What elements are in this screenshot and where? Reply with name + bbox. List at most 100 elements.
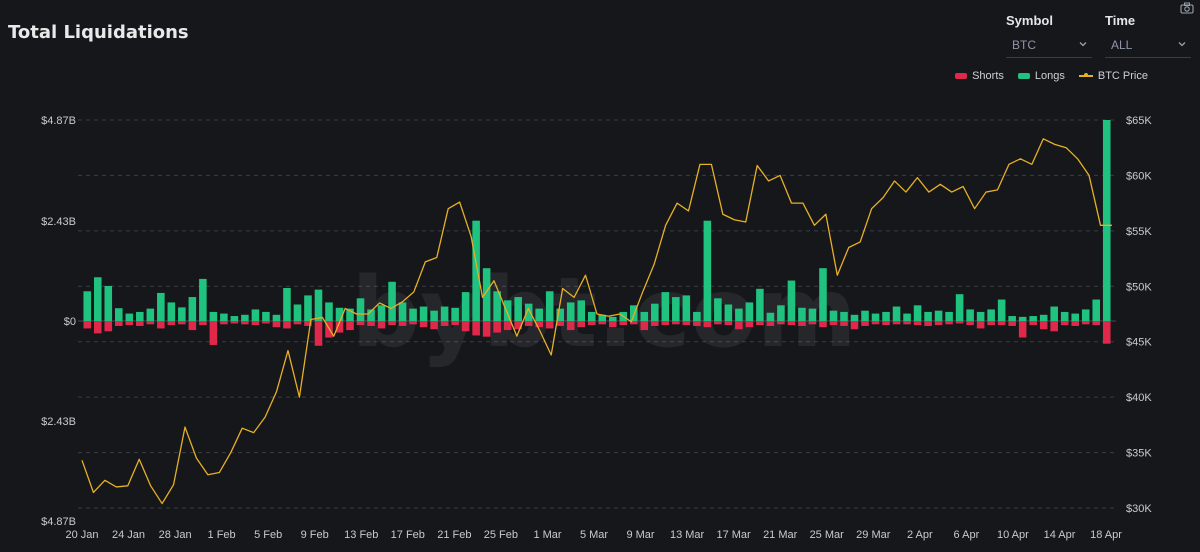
x-axis-tick: 5 Mar — [580, 529, 608, 541]
x-axis-tick: 17 Mar — [716, 529, 751, 541]
longs-bar — [1081, 309, 1090, 321]
longs-bar — [987, 309, 995, 321]
longs-bar — [672, 297, 680, 321]
longs-bar — [1039, 314, 1048, 321]
longs-bar — [1060, 311, 1069, 321]
longs-bar — [714, 298, 722, 321]
shorts-bar — [430, 321, 438, 330]
shorts-bar — [903, 321, 911, 325]
longs-bar — [493, 291, 501, 321]
shorts-bar — [661, 321, 670, 326]
shorts-bar — [482, 321, 491, 337]
bar-series — [83, 120, 1111, 346]
chart-grid — [78, 119, 1116, 509]
longs-bar — [199, 278, 207, 321]
longs-bar — [157, 292, 165, 321]
longs-bar — [325, 302, 333, 321]
longs-bar — [535, 308, 543, 321]
legend-item-shorts[interactable]: Shorts — [955, 70, 1004, 82]
longs-bar — [661, 292, 670, 321]
shorts-bar — [146, 321, 155, 325]
longs-bar — [503, 300, 512, 321]
time-select[interactable]: ALL — [1105, 32, 1191, 58]
longs-bar — [230, 316, 239, 321]
longs-bar — [598, 314, 607, 321]
longs-bar — [83, 291, 92, 321]
shorts-bar — [997, 321, 1006, 326]
longs-bar — [409, 308, 417, 321]
btc-price-line — [81, 138, 1112, 505]
left-axis-tick: $2.43B — [41, 416, 76, 428]
chart-legend: Shorts Longs BTC Price — [955, 70, 1148, 82]
camera-icon[interactable] — [1180, 2, 1194, 14]
shorts-bar — [272, 321, 281, 328]
longs-bar — [104, 285, 113, 321]
shorts-bar — [545, 321, 554, 329]
longs-bar — [1102, 120, 1111, 321]
x-axis-tick: 25 Mar — [810, 529, 845, 541]
longs-bar — [167, 302, 176, 321]
x-axis-tick: 25 Feb — [484, 529, 518, 541]
shorts-bar — [356, 321, 365, 326]
x-axis-tick: 13 Feb — [344, 529, 378, 541]
shorts-bar — [199, 321, 207, 326]
longs-bar — [1071, 313, 1079, 321]
shorts-bar — [955, 321, 964, 324]
legend-item-longs[interactable]: Longs — [1017, 70, 1065, 82]
shorts-bar — [241, 321, 249, 325]
longs-bar — [840, 311, 848, 321]
symbol-select[interactable]: BTC — [1006, 32, 1092, 58]
right-axis-tick: $65K — [1126, 115, 1152, 127]
x-axis-tick: 13 Mar — [670, 529, 705, 541]
chevron-down-icon — [1079, 42, 1087, 47]
longs-bar — [913, 305, 922, 321]
shorts-bar — [1050, 321, 1058, 332]
x-axis-tick: 6 Apr — [954, 529, 980, 541]
longs-bar — [220, 313, 228, 321]
symbol-select-value: BTC — [1012, 38, 1036, 52]
x-axis-tick: 5 Feb — [254, 529, 282, 541]
legend-shorts-label: Shorts — [972, 70, 1004, 82]
left-axis-tick: $2.43B — [41, 216, 76, 228]
shorts-bar — [398, 321, 407, 326]
shorts-bar — [1092, 321, 1101, 326]
shorts-bar — [262, 321, 270, 324]
shorts-bar — [566, 321, 575, 331]
longs-bar — [703, 220, 712, 321]
shorts-bar — [115, 321, 123, 326]
shorts-bar — [367, 321, 375, 326]
shorts-bar — [577, 321, 586, 328]
x-axis-tick: 21 Mar — [763, 529, 798, 541]
price-series — [81, 138, 1112, 505]
longs-bar — [756, 288, 764, 321]
longs-bar — [461, 292, 470, 321]
longs-bar — [630, 305, 638, 321]
longs-bar — [808, 308, 817, 321]
shorts-bar — [850, 321, 859, 330]
longs-bar — [93, 277, 102, 321]
longs-bar — [997, 299, 1006, 321]
longs-bar — [377, 305, 386, 321]
shorts-swatch — [955, 73, 968, 79]
shorts-bar — [766, 321, 775, 326]
left-axis-tick: $0 — [64, 316, 76, 328]
shorts-bar — [808, 321, 817, 325]
longs-bar — [1092, 299, 1101, 321]
shorts-bar — [787, 321, 796, 326]
longs-bar — [1050, 306, 1058, 321]
x-axis-tick: 9 Feb — [301, 529, 329, 541]
shorts-bar — [871, 321, 880, 325]
legend-item-price[interactable]: BTC Price — [1078, 70, 1148, 82]
shorts-bar — [945, 321, 953, 325]
shorts-bar — [882, 321, 890, 326]
x-axis-tick: 17 Feb — [391, 529, 425, 541]
left-axis-tick: $4.87B — [41, 115, 76, 127]
longs-bar — [892, 306, 901, 321]
chevron-down-icon — [1178, 42, 1186, 47]
shorts-bar — [913, 321, 922, 326]
shorts-bar — [304, 321, 312, 326]
shorts-bar — [987, 321, 995, 326]
shorts-bar — [419, 321, 428, 328]
longs-bar — [335, 307, 344, 321]
